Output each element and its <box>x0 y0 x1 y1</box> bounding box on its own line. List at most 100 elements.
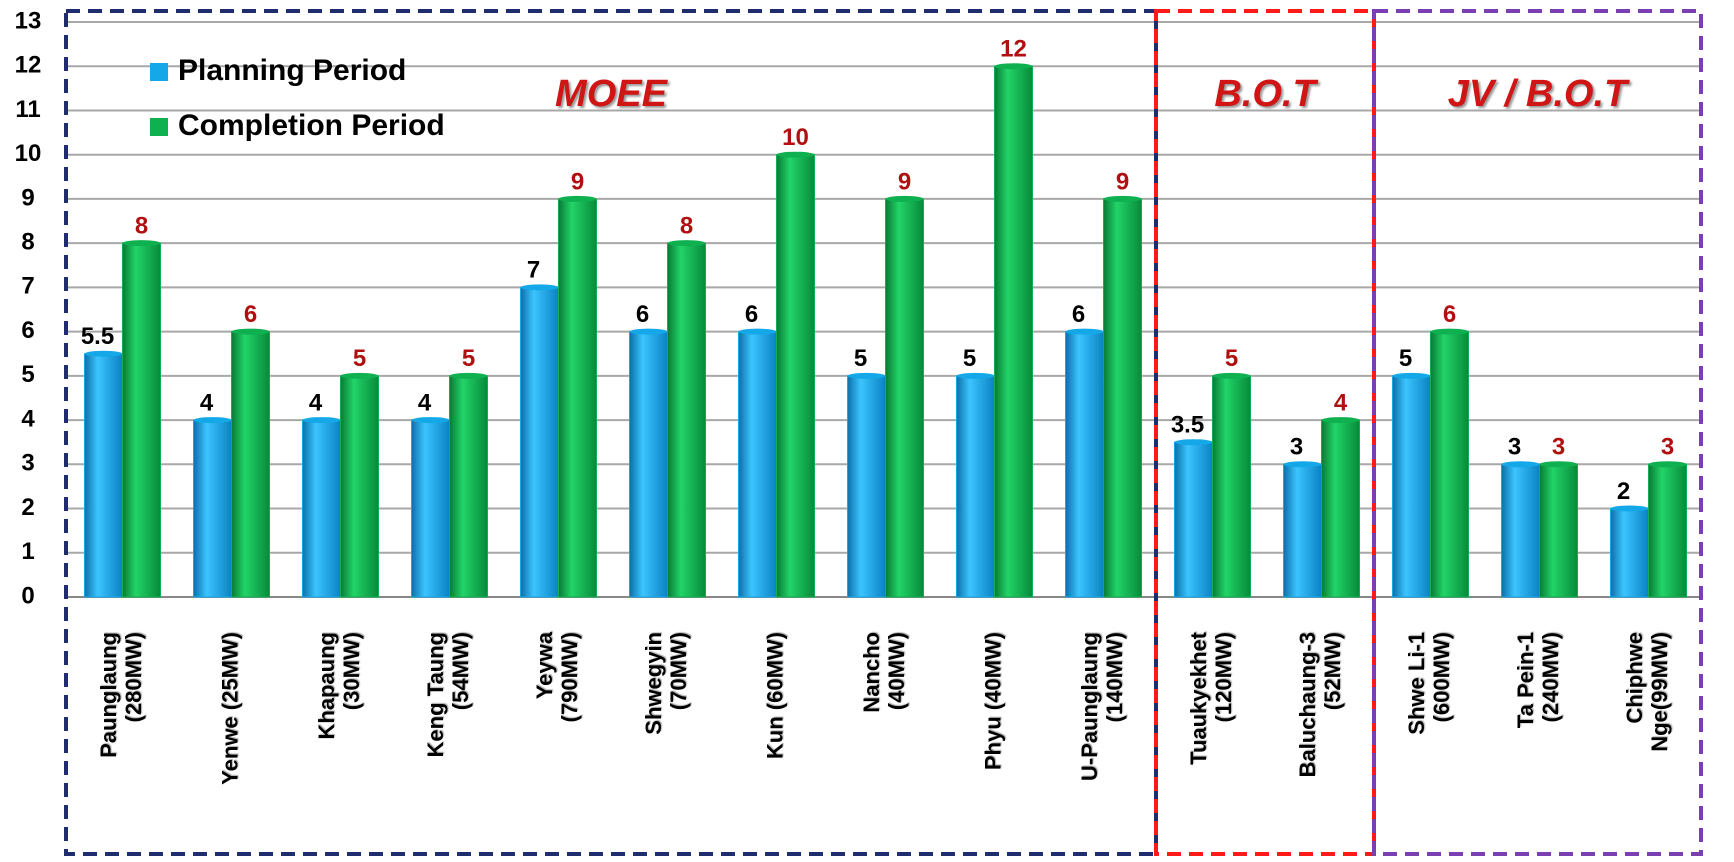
legend-swatch <box>150 63 168 81</box>
y-tick-label: 12 <box>15 52 42 79</box>
bar <box>231 331 270 598</box>
y-tick-label: 6 <box>21 317 34 344</box>
data-label: 6 <box>636 301 649 328</box>
data-label: 6 <box>745 301 758 328</box>
x-tick-line: Keng Taung <box>423 632 448 757</box>
legend-label: Completion Period <box>178 109 445 142</box>
bar-cap <box>1610 505 1649 512</box>
data-label: 7 <box>527 257 540 284</box>
x-tick-line: Nge(99MW) <box>1647 632 1672 752</box>
bar-cap <box>558 195 597 202</box>
x-tick-line: (54MW) <box>448 632 473 710</box>
bar <box>1610 508 1649 598</box>
bar <box>1103 198 1142 598</box>
x-tick-label: Keng Taung(54MW) <box>423 632 473 757</box>
data-label: 12 <box>1000 36 1027 63</box>
data-label: 3 <box>1290 434 1303 461</box>
x-tick-line: Paunglaung <box>96 632 121 758</box>
data-label: 5.5 <box>81 323 114 350</box>
x-tick-label: Shwe Li-1(600MW) <box>1404 632 1454 735</box>
bar <box>994 65 1033 598</box>
data-label: 6 <box>1072 301 1085 328</box>
bar-cap <box>340 372 379 379</box>
bar-cap <box>1430 328 1469 335</box>
bar <box>885 198 924 598</box>
bar-cap <box>1174 439 1213 446</box>
bar <box>667 242 706 598</box>
bar <box>411 419 450 598</box>
x-tick-line: Tuaukyekhet <box>1186 631 1211 765</box>
bar <box>340 375 379 598</box>
legend-swatch <box>150 118 168 136</box>
bar <box>558 198 597 598</box>
group-label: JV / B.O.T <box>1448 73 1630 115</box>
bar <box>1174 441 1213 598</box>
x-tick-label: Tuaukyekhet(120MW) <box>1186 631 1236 765</box>
bar-cap <box>956 372 995 379</box>
x-tick-label: Ta Pein-1(240MW) <box>1513 632 1563 728</box>
x-tick-line: Chiphwe <box>1622 632 1647 724</box>
x-tick-label: Nancho(40MW) <box>859 632 909 713</box>
x-tick-label: Paunglaung(280MW) <box>96 632 146 758</box>
bar-cap <box>847 372 886 379</box>
x-tick-line: Baluchaung-3 <box>1295 632 1320 777</box>
bar-cap <box>520 284 559 291</box>
data-label: 5 <box>353 345 366 372</box>
bar <box>1065 331 1104 598</box>
data-label: 4 <box>200 389 214 416</box>
data-label: 5 <box>1399 345 1412 372</box>
x-tick-line: Kun (60MW) <box>762 632 787 759</box>
x-tick-label: Shwegyin(70MW) <box>641 632 691 735</box>
bar <box>776 154 815 598</box>
bar-cap <box>1648 461 1687 468</box>
data-label: 5 <box>963 345 976 372</box>
y-tick-label: 13 <box>15 7 42 34</box>
data-label: 5 <box>1225 345 1238 372</box>
bar-cap <box>994 63 1033 70</box>
bar-cap <box>1321 417 1360 424</box>
data-label: 8 <box>680 212 693 239</box>
y-tick-label: 1 <box>21 538 34 565</box>
x-tick-line: Shwe Li-1 <box>1404 632 1429 735</box>
x-tick-label: Phyu (40MW) <box>980 632 1005 770</box>
y-tick-label: 4 <box>21 405 35 432</box>
data-label: 4 <box>418 389 432 416</box>
bar-cap <box>667 240 706 247</box>
x-tick-line: Phyu (40MW) <box>980 632 1005 770</box>
x-tick-line: (30MW) <box>339 632 364 710</box>
x-tick-line: (280MW) <box>121 632 146 722</box>
bar <box>449 375 488 598</box>
data-label: 6 <box>1443 301 1456 328</box>
data-label: 9 <box>1116 168 1129 195</box>
data-label: 2 <box>1617 478 1630 505</box>
bar <box>629 331 668 598</box>
bar <box>1392 375 1431 598</box>
bar <box>847 375 886 598</box>
bar <box>1501 463 1540 598</box>
data-label: 3.5 <box>1171 412 1204 439</box>
x-tick-line: (52MW) <box>1320 632 1345 710</box>
bar-cap <box>122 240 161 247</box>
y-tick-label: 11 <box>15 96 40 123</box>
x-tick-line: Ta Pein-1 <box>1513 632 1538 728</box>
y-tick-label: 0 <box>21 582 34 609</box>
data-label: 3 <box>1508 434 1521 461</box>
group-box <box>64 9 1158 856</box>
bar-cap <box>302 417 341 424</box>
bar-cap <box>1103 195 1142 202</box>
bar-cap <box>1501 461 1540 468</box>
data-label: 3 <box>1661 434 1674 461</box>
bar-cap <box>1283 461 1322 468</box>
bar <box>193 419 232 598</box>
group-label: MOEE <box>555 73 669 115</box>
data-label: 4 <box>1334 389 1348 416</box>
x-tick-line: Shwegyin <box>641 632 666 735</box>
y-tick-label: 7 <box>21 273 34 300</box>
bar-cap <box>411 417 450 424</box>
x-tick-line: Khapaung <box>314 632 339 740</box>
x-tick-line: (120MW) <box>1211 632 1236 722</box>
bar <box>302 419 341 598</box>
bar <box>520 286 559 598</box>
data-label: 9 <box>898 168 911 195</box>
data-label: 6 <box>244 301 257 328</box>
